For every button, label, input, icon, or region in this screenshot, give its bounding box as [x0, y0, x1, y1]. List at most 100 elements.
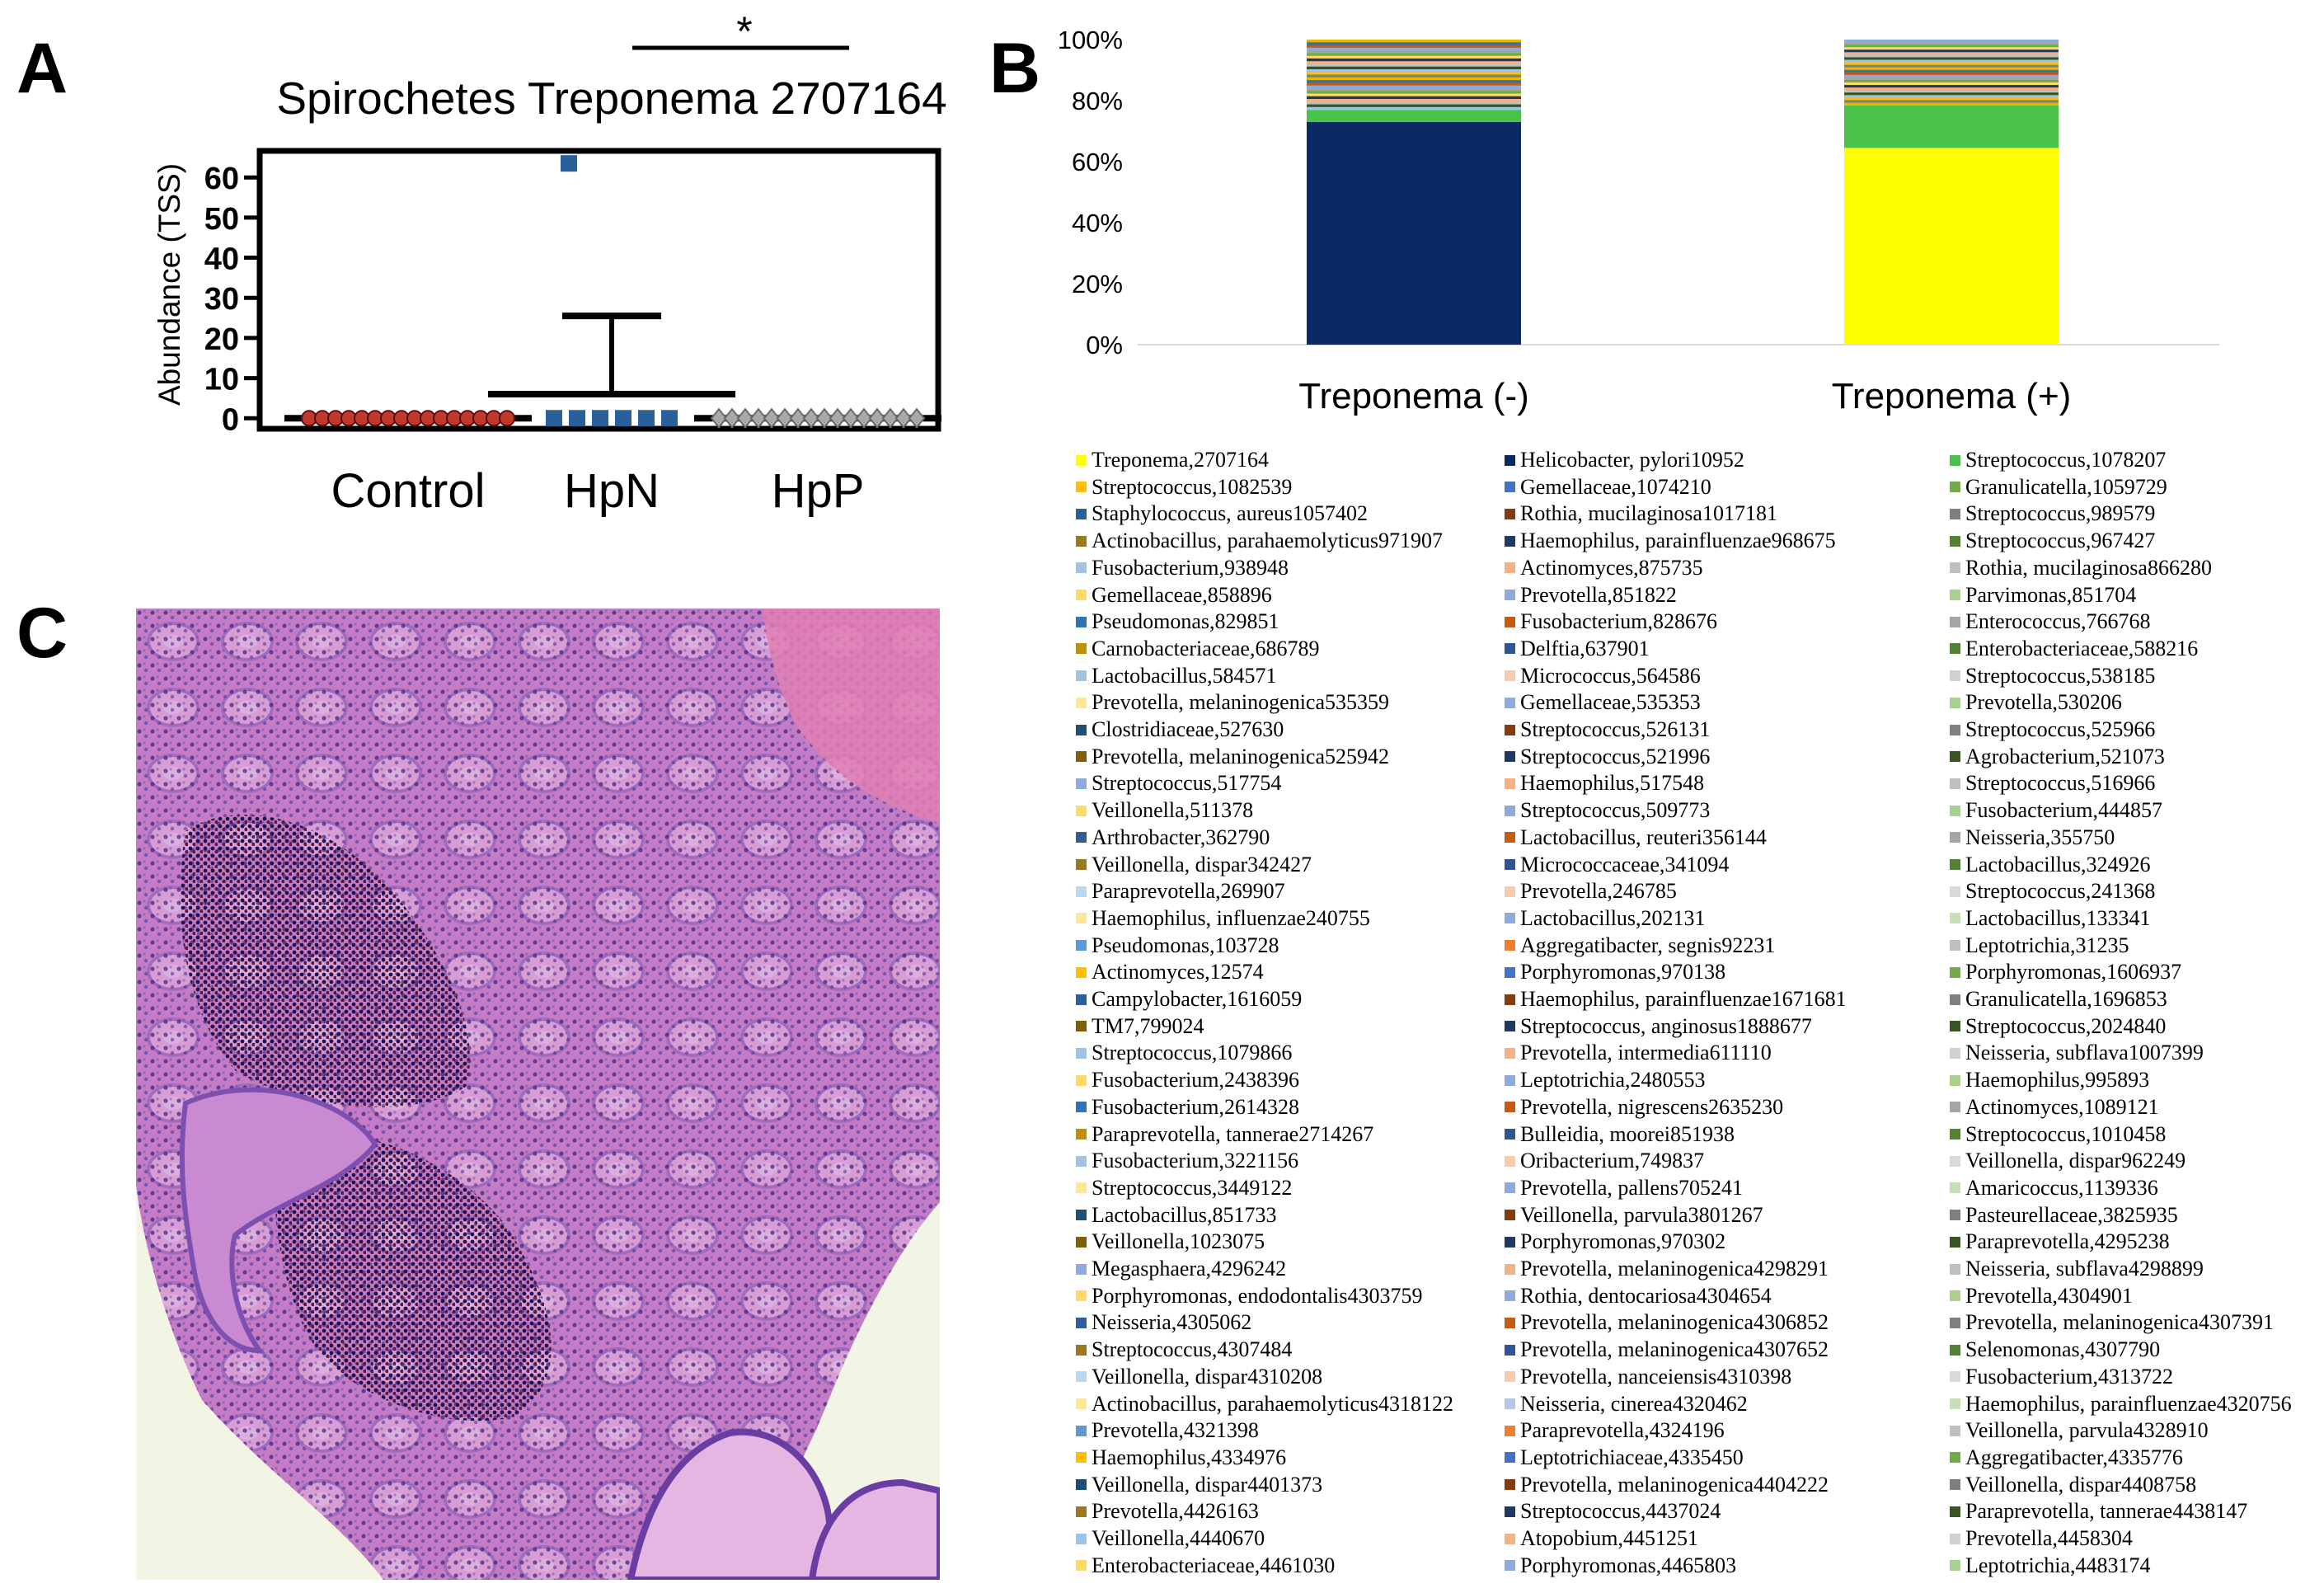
legend-label: Fusobacterium,938948 — [1092, 555, 1289, 580]
legend-label: Aggregatibacter, segnis92231 — [1520, 933, 1776, 957]
legend-item: Streptococcus, anginosus1888677 — [1505, 1013, 1812, 1040]
legend-swatch — [1505, 832, 1515, 843]
legend-label: Staphylococcus, aureus1057402 — [1092, 501, 1369, 526]
histology-image — [136, 609, 940, 1580]
legend-item: Prevotella, pallens705241 — [1505, 1175, 1743, 1201]
legend-swatch — [1076, 670, 1087, 682]
legend-item: Neisseria, subflava1007399 — [1950, 1040, 2204, 1066]
bar-segment — [1307, 80, 1521, 83]
legend-swatch — [1076, 562, 1087, 574]
legend-label: Prevotella,4304901 — [1965, 1283, 2133, 1308]
plot-frame — [256, 148, 941, 432]
legend-item: Actinomyces,1089121 — [1950, 1094, 2159, 1121]
legend-swatch — [1076, 1398, 1087, 1410]
bar-segment — [1307, 45, 1521, 49]
legend-item: Treponema,2707164 — [1076, 447, 1269, 473]
legend-item: Streptococcus,4437024 — [1505, 1498, 1721, 1525]
legend-label: Veillonella, dispar4401373 — [1092, 1472, 1323, 1497]
bar-segment — [1307, 58, 1521, 62]
legend-item: Lactobacillus,584571 — [1076, 663, 1277, 689]
legend-item: Amaricoccus,1139336 — [1950, 1175, 2158, 1201]
bar-segment — [1307, 93, 1521, 97]
legend-swatch — [1950, 1047, 1960, 1059]
legend-swatch — [1950, 535, 1960, 547]
bar-segment — [1307, 91, 1521, 94]
legend-label: Leptotrichiaceae,4335450 — [1520, 1445, 1744, 1469]
legend-swatch — [1950, 1317, 1960, 1328]
legend-label: Gemellaceae,535353 — [1520, 690, 1701, 715]
legend-item: Prevotella, melaninogenica4307652 — [1505, 1337, 1829, 1363]
legend-swatch — [1076, 1263, 1087, 1275]
legend-swatch — [1505, 1452, 1515, 1464]
legend-swatch — [1950, 778, 1960, 789]
legend-label: Helicobacter, pylori10952 — [1520, 448, 1744, 472]
legend-label: Prevotella,530206 — [1965, 690, 2122, 715]
legend-item: Prevotella, melaninogenica535359 — [1076, 689, 1389, 716]
legend-item: Rothia, dentocariosa4304654 — [1505, 1283, 1772, 1309]
bar-segment — [1844, 54, 2059, 58]
legend-label: Haemophilus,517548 — [1520, 771, 1705, 796]
legend-label: Veillonella, parvula3801267 — [1520, 1202, 1763, 1227]
legend-swatch — [1950, 508, 1960, 519]
legend-swatch — [1950, 1155, 1960, 1167]
legend-swatch — [1076, 1317, 1087, 1328]
legend-label: Streptococcus,1082539 — [1092, 474, 1293, 499]
legend-item: Streptococcus,526131 — [1505, 717, 1710, 743]
legend-label: Streptococcus,967427 — [1965, 529, 2156, 553]
bar-segment — [1844, 64, 2059, 68]
y-tick-label: 100% — [1058, 26, 1123, 54]
bar-segment — [1844, 52, 2059, 55]
legend-swatch — [1076, 994, 1087, 1005]
legend-item: Enterococcus,766768 — [1950, 609, 2151, 635]
legend-label: Rothia, dentocariosa4304654 — [1520, 1283, 1772, 1308]
legend-label: Veillonella,1023075 — [1092, 1229, 1265, 1254]
bar-segment — [1307, 101, 1521, 106]
legend-item: Paraprevotella,269907 — [1076, 878, 1285, 905]
legend-swatch — [1950, 940, 1960, 952]
legend-label: Neisseria,355750 — [1965, 825, 2115, 849]
legend-label: Lactobacillus,324926 — [1965, 852, 2151, 876]
legend-label: Streptococcus,3449122 — [1092, 1175, 1293, 1200]
legend-swatch — [1076, 535, 1087, 547]
legend-swatch — [1950, 1560, 1960, 1572]
bar-segment — [1844, 45, 2059, 48]
legend-label: Streptococcus,516966 — [1965, 771, 2156, 796]
legend-label: Parvimonas,851704 — [1965, 582, 2137, 607]
legend-label: Actinomyces,1089121 — [1965, 1094, 2159, 1119]
legend-item: Paraprevotella,4324196 — [1505, 1417, 1725, 1444]
legend-swatch — [1076, 616, 1087, 627]
legend-item: Veillonella, dispar4408758 — [1950, 1472, 2196, 1498]
y-tick-label: 10 — [204, 363, 239, 397]
legend-swatch — [1505, 778, 1515, 789]
legend-swatch — [1950, 1129, 1960, 1140]
bar-segment — [1844, 90, 2059, 93]
legend-item: Actinomyces,875735 — [1505, 555, 1703, 581]
legend-label: Enterobacteriaceae,588216 — [1965, 636, 2199, 660]
legend-swatch — [1505, 1344, 1515, 1356]
y-tick-label: 80% — [1072, 87, 1123, 115]
legend-label: Atopobium,4451251 — [1520, 1526, 1698, 1550]
legend-swatch — [1950, 670, 1960, 682]
legend-swatch — [1076, 1102, 1087, 1113]
legend-swatch — [1076, 1236, 1087, 1248]
legend-label: Neisseria,4305062 — [1092, 1310, 1252, 1335]
bar-segment — [1307, 77, 1521, 81]
legend-item: Prevotella, intermedia611110 — [1505, 1040, 1772, 1066]
bar-segment — [1844, 40, 2059, 43]
legend-item: Gemellaceae,1074210 — [1505, 474, 1711, 500]
legend-item: Aggregatibacter, segnis92231 — [1505, 933, 1775, 959]
legend-label: Prevotella,851822 — [1520, 582, 1677, 607]
legend-item: Paraprevotella,4295238 — [1950, 1229, 2170, 1255]
legend-swatch — [1076, 508, 1087, 519]
legend-item: Porphyromonas, endodontalis4303759 — [1076, 1283, 1423, 1309]
legend-label: Haemophilus, parainfluenzae968675 — [1520, 529, 1836, 553]
bar-segment — [1844, 85, 2059, 88]
legend-item: Haemophilus,517548 — [1505, 770, 1704, 796]
legend-item: Veillonella, dispar4310208 — [1076, 1364, 1322, 1390]
legend-item: Campylobacter,1616059 — [1076, 986, 1302, 1013]
legend-label: Paraprevotella, tannerae2714267 — [1092, 1121, 1374, 1146]
legend-label: Porphyromonas,1606937 — [1965, 960, 2182, 984]
legend-item: Leptotrichia,2480553 — [1505, 1067, 1706, 1093]
legend-item: Granulicatella,1696853 — [1950, 986, 2167, 1013]
legend-swatch — [1950, 805, 1960, 816]
